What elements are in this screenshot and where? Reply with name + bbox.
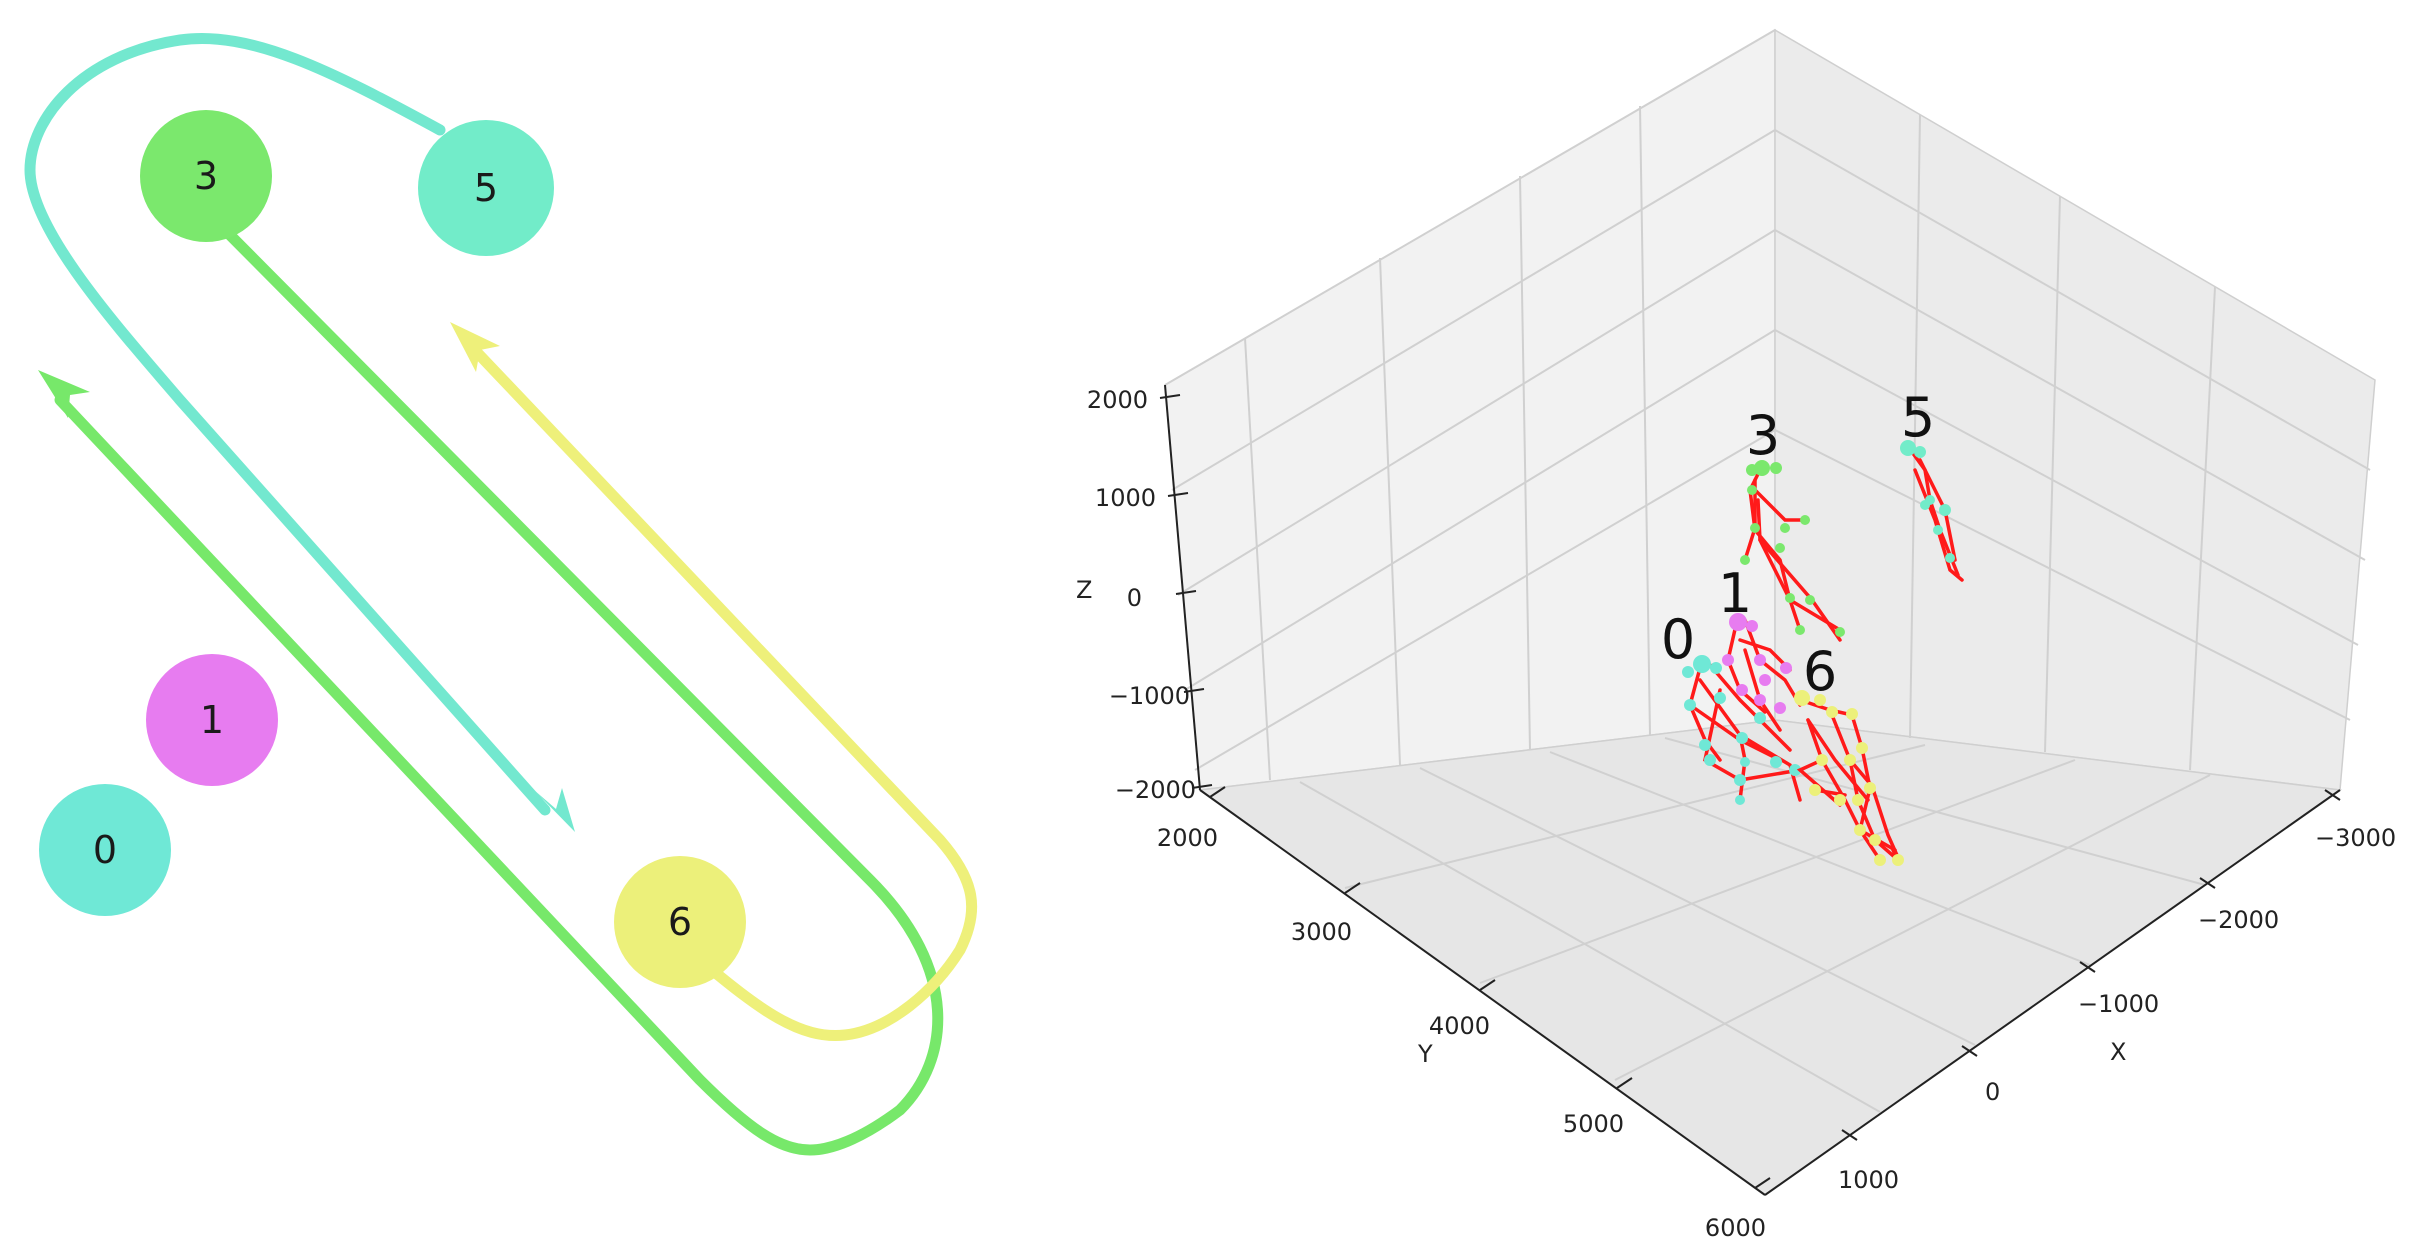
tracking-diagram: 3 5 1 0 6 [24,32,978,1156]
node-5-label: 5 [474,166,498,210]
skeleton-6: 6 [1794,640,1904,866]
y-axis-label: Y [1417,1040,1433,1068]
path-teal-arrowhead [534,788,575,832]
z-tick-label: −2000 [1115,776,1196,804]
z-axis-line [1164,384,1201,791]
y-axis-ticks: 2000 3000 4000 5000 6000 Y [1157,786,1771,1242]
person-6-label: 6 [1803,640,1837,703]
path-teal [24,32,551,816]
floor-pane [1197,719,2343,1196]
node-6: 6 [614,856,746,988]
node-6-label: 6 [668,900,692,944]
x-tick-label: −3000 [2315,824,2396,852]
x-axis-label: X [2110,1038,2126,1066]
y-tick-label: 2000 [1157,824,1218,852]
person-1-label: 1 [1718,562,1752,625]
grid-left-pane [1164,29,1776,781]
x-tick-label: 0 [1985,1078,2000,1106]
z-tick-label: 2000 [1087,386,1148,414]
x-axis-line [1764,789,2341,1196]
z-tick-label: −1000 [1109,682,1190,710]
plot-3d: 2000 1000 0 −1000 −2000 Z 2000 3000 4000… [1076,28,2396,1242]
path-green [54,224,944,1156]
z-tick-label: 0 [1127,584,1142,612]
grid-right-pane [1774,114,2371,771]
x-tick-label: −2000 [2198,906,2279,934]
person-0-label: 0 [1661,608,1695,671]
z-tick-label: 1000 [1095,484,1156,512]
back-pane-right [1774,28,2376,791]
person-5-label: 5 [1901,386,1935,449]
back-pane-left [1164,28,1776,791]
skeleton-3: 3 [1740,404,1845,642]
z-axis-label: Z [1076,576,1092,604]
skeleton-5: 5 [1900,386,1964,582]
y-tick-label: 6000 [1705,1214,1766,1242]
skeleton-1: 1 [1718,562,1805,732]
node-0: 0 [39,784,171,916]
skeleton-0: 0 [1661,608,1802,805]
path-green-arrowhead [38,370,90,418]
y-tick-label: 3000 [1291,918,1352,946]
path-yellow-arrowhead [450,322,500,372]
node-5: 5 [418,120,554,256]
y-tick-label: 5000 [1563,1110,1624,1138]
node-3: 3 [140,110,272,242]
node-1: 1 [146,654,278,786]
z-axis-ticks: 2000 1000 0 −1000 −2000 Z [1076,386,1213,804]
node-0-label: 0 [93,828,117,872]
y-axis-line [1199,789,1766,1196]
y-tick-label: 4000 [1429,1012,1490,1040]
x-tick-label: 1000 [1838,1166,1899,1194]
x-axis-ticks: −3000 −2000 −1000 0 1000 X [1838,789,2396,1194]
person-3-label: 3 [1746,404,1780,467]
path-yellow [464,339,978,1042]
node-3-label: 3 [194,154,218,198]
node-1-label: 1 [200,698,224,742]
x-tick-label: −1000 [2078,990,2159,1018]
